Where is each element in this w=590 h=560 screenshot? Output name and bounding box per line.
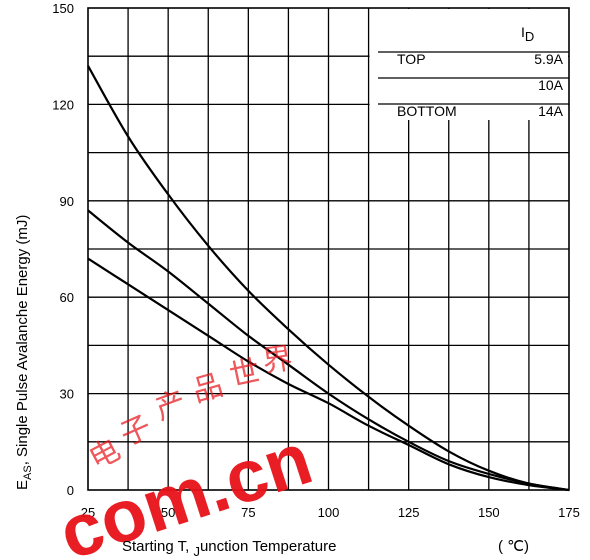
plot-frame <box>87 7 570 491</box>
y-tick-label: 0 <box>67 483 74 498</box>
x-tick-label: 25 <box>81 505 95 520</box>
legend-row-value: 10A <box>538 77 564 93</box>
watermark-glyph: 界 <box>260 341 295 380</box>
series-line-1 <box>87 65 570 492</box>
y-axis-title: EAS, Single Pulse Avalanche Energy (mJ) <box>14 215 34 490</box>
legend-header: ID <box>521 24 534 44</box>
x-tick-label: 125 <box>398 505 420 520</box>
x-tick-label: 175 <box>558 505 580 520</box>
x-tick-label: 100 <box>318 505 340 520</box>
legend-background <box>369 9 568 120</box>
series-group <box>87 65 570 492</box>
watermark-glyph: 电 <box>83 432 126 477</box>
series-line-2 <box>87 209 570 492</box>
y-tick-label: 90 <box>60 194 74 209</box>
y-axis-label: EAS, Single Pulse Avalanche Energy (mJ) <box>14 215 34 490</box>
tick-labels: 25 50 75 100 125 150 175 0 30 60 90 120 150 <box>52 1 580 520</box>
x-axis-title: Starting T, Junction Temperature <box>122 538 336 559</box>
x-axis-unit: ( ℃) <box>498 538 529 555</box>
watermark-glyph: 子 <box>115 409 157 453</box>
legend-row-label: BOTTOM <box>397 103 457 119</box>
legend: ID TOP 5.9A 10A BOTTOM 14A <box>369 9 569 120</box>
x-tick-label: 75 <box>241 505 255 520</box>
y-tick-label: 60 <box>60 290 74 305</box>
x-tick-label: 150 <box>478 505 500 520</box>
watermark-glyph: 世 <box>226 353 263 393</box>
legend-row-value: 14A <box>538 103 564 119</box>
watermark-glyph: 品 <box>189 368 227 410</box>
legend-row-label: TOP <box>397 51 426 67</box>
y-tick-label: 120 <box>52 97 74 112</box>
x-tick-label: 50 <box>161 505 175 520</box>
y-tick-label: 150 <box>52 1 74 16</box>
watermark-glyph: 产 <box>151 384 191 427</box>
legend-row-value: 5.9A <box>534 51 563 67</box>
series-line-3 <box>87 257 570 492</box>
y-tick-label: 30 <box>60 387 74 402</box>
